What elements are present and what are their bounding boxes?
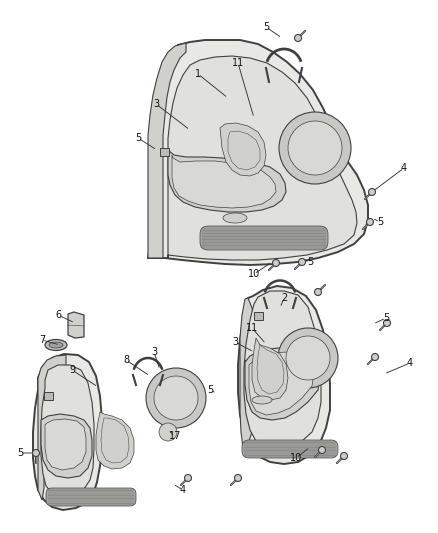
- Text: 8: 8: [123, 355, 129, 365]
- Text: 5: 5: [263, 22, 269, 32]
- Polygon shape: [101, 418, 129, 463]
- Text: 3: 3: [232, 337, 238, 347]
- Circle shape: [278, 328, 338, 388]
- Text: 17: 17: [169, 431, 181, 441]
- Text: 3: 3: [151, 347, 157, 357]
- Ellipse shape: [252, 396, 272, 404]
- Bar: [43, 392, 53, 400]
- Bar: [254, 312, 262, 320]
- Polygon shape: [33, 354, 102, 510]
- Text: 9: 9: [69, 365, 75, 375]
- Circle shape: [146, 368, 206, 428]
- Circle shape: [279, 112, 351, 184]
- Circle shape: [32, 449, 39, 456]
- Text: 5: 5: [377, 217, 383, 227]
- Text: 2: 2: [281, 293, 287, 303]
- Text: 5: 5: [307, 257, 313, 267]
- Circle shape: [272, 260, 279, 266]
- Ellipse shape: [45, 340, 67, 351]
- FancyBboxPatch shape: [46, 488, 136, 506]
- Circle shape: [288, 121, 342, 175]
- Polygon shape: [148, 40, 368, 265]
- Polygon shape: [252, 338, 288, 400]
- Text: 3: 3: [153, 99, 159, 109]
- FancyBboxPatch shape: [242, 440, 338, 458]
- Polygon shape: [172, 155, 276, 208]
- Circle shape: [368, 189, 375, 196]
- Polygon shape: [240, 298, 258, 456]
- Polygon shape: [41, 414, 92, 478]
- Polygon shape: [244, 291, 321, 449]
- Text: 5: 5: [135, 133, 141, 143]
- Circle shape: [184, 474, 191, 481]
- Text: 5: 5: [383, 313, 389, 323]
- Polygon shape: [168, 150, 286, 212]
- Polygon shape: [38, 355, 66, 500]
- Circle shape: [314, 288, 321, 295]
- Circle shape: [234, 474, 241, 481]
- Circle shape: [286, 336, 330, 380]
- Bar: [159, 148, 169, 156]
- Circle shape: [384, 319, 391, 327]
- FancyBboxPatch shape: [200, 226, 328, 250]
- Circle shape: [294, 35, 301, 42]
- Polygon shape: [238, 286, 330, 464]
- Polygon shape: [228, 131, 260, 170]
- Text: 1: 1: [195, 69, 201, 79]
- Text: 4: 4: [180, 485, 186, 495]
- Polygon shape: [96, 412, 134, 469]
- Polygon shape: [148, 43, 186, 258]
- Circle shape: [371, 353, 378, 360]
- Polygon shape: [257, 344, 284, 394]
- Circle shape: [340, 453, 347, 459]
- Polygon shape: [168, 56, 357, 260]
- Circle shape: [318, 447, 325, 454]
- Text: 10: 10: [290, 453, 302, 463]
- Polygon shape: [45, 419, 86, 470]
- Text: 6: 6: [55, 310, 61, 320]
- Text: 7: 7: [39, 335, 45, 345]
- Polygon shape: [68, 312, 84, 338]
- Polygon shape: [245, 348, 320, 420]
- Text: 4: 4: [401, 163, 407, 173]
- Circle shape: [367, 219, 374, 225]
- Text: 4: 4: [407, 358, 413, 368]
- Text: 11: 11: [232, 58, 244, 68]
- Circle shape: [159, 423, 177, 441]
- Text: 5: 5: [17, 448, 23, 458]
- Ellipse shape: [49, 342, 63, 348]
- Text: 10: 10: [248, 269, 260, 279]
- Circle shape: [299, 259, 305, 265]
- Text: 11: 11: [246, 323, 258, 333]
- Ellipse shape: [223, 213, 247, 223]
- Text: 5: 5: [207, 385, 213, 395]
- Polygon shape: [220, 123, 266, 176]
- Polygon shape: [249, 352, 314, 415]
- Polygon shape: [41, 365, 94, 496]
- Circle shape: [154, 376, 198, 420]
